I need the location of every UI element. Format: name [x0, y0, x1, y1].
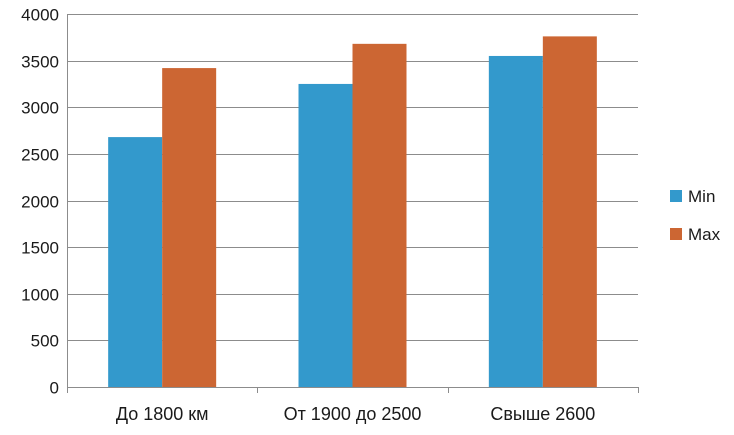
y-tick-label: 1500 — [21, 239, 59, 258]
y-tick-label: 1000 — [21, 286, 59, 305]
x-category-label: До 1800 км — [116, 404, 209, 424]
y-tick-label: 2000 — [21, 193, 59, 212]
bar-max-1 — [352, 43, 407, 388]
bar-max-0 — [162, 68, 217, 388]
y-tick-label: 3500 — [21, 53, 59, 72]
y-axis-tick-labels: 0 500 1000 1500 2000 2500 3000 3500 4000 — [21, 6, 59, 398]
y-tick-label: 500 — [31, 332, 59, 351]
x-category-label: Свыше 2600 — [490, 404, 595, 424]
axes — [67, 14, 639, 393]
bar-min-1 — [298, 83, 353, 387]
legend-swatch-min — [670, 190, 682, 202]
legend-swatch-max — [670, 228, 682, 240]
y-tick-label: 4000 — [21, 6, 59, 25]
bar-max-2 — [542, 36, 597, 387]
y-tick-label: 2500 — [21, 146, 59, 165]
bars — [108, 36, 597, 388]
bar-min-0 — [108, 137, 163, 387]
x-axis-category-labels: До 1800 км От 1900 до 2500 Свыше 2600 — [116, 404, 596, 424]
legend-label-min: Min — [688, 187, 715, 206]
legend: Min Max — [670, 187, 721, 244]
legend-label-max: Max — [688, 225, 721, 244]
x-category-label: От 1900 до 2500 — [284, 404, 422, 424]
y-tick-label: 3000 — [21, 99, 59, 118]
bar-min-2 — [488, 55, 543, 388]
y-tick-label: 0 — [50, 379, 59, 398]
